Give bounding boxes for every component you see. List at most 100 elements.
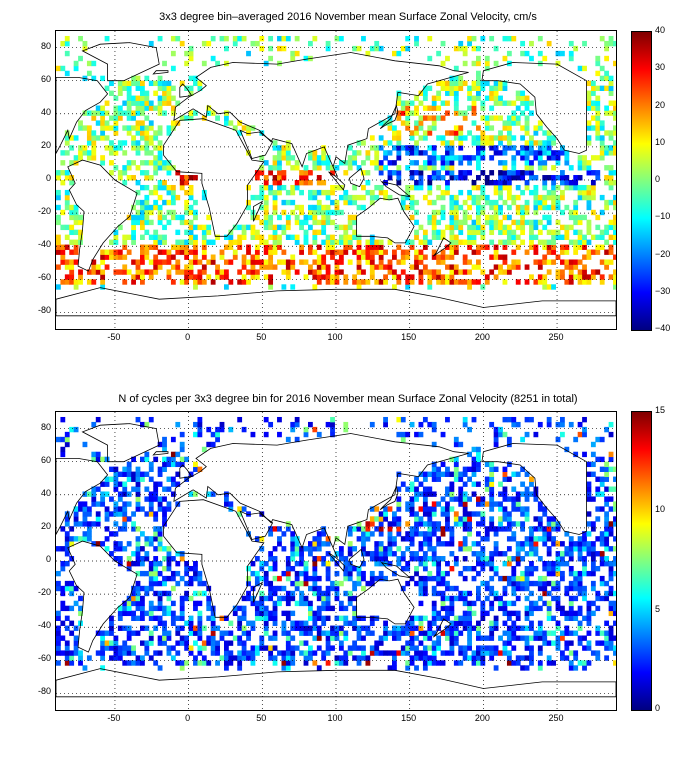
bin-cell <box>241 655 247 661</box>
bin-cell <box>148 541 154 547</box>
bin-cell <box>206 105 212 111</box>
bin-cell <box>577 660 583 666</box>
bin-cell <box>166 219 172 226</box>
bin-cell <box>312 615 318 621</box>
bin-cell <box>449 170 455 176</box>
bin-cell <box>396 486 402 492</box>
bin-cell <box>484 461 490 468</box>
bin-cell <box>449 645 455 651</box>
bin-cell <box>162 85 167 91</box>
bin-cell <box>369 160 375 166</box>
bin-cell <box>414 170 419 176</box>
bin-cell <box>290 556 296 562</box>
bin-cell <box>418 521 424 527</box>
bin-cell <box>259 635 265 641</box>
bin-cell <box>170 254 176 260</box>
bin-cell <box>312 35 318 42</box>
bin-cell <box>268 259 274 265</box>
bin-cell <box>582 40 587 47</box>
bin-cell <box>321 229 327 236</box>
bin-cell <box>316 625 322 631</box>
bin-cell <box>263 239 269 245</box>
coastline <box>379 104 399 130</box>
bin-cell <box>511 501 517 507</box>
bin-cell <box>166 635 172 641</box>
bin-cell <box>184 189 190 196</box>
bin-cell <box>281 249 287 255</box>
bin-cell <box>126 491 132 497</box>
bin-cell <box>308 546 313 552</box>
bin-cell <box>95 451 101 458</box>
bin-cell <box>502 526 508 532</box>
bin-cell <box>378 511 384 517</box>
bin-cell <box>338 630 344 636</box>
bin-cell <box>595 125 601 131</box>
bin-cell <box>117 506 123 512</box>
bin-cell <box>312 284 318 290</box>
bin-cell <box>409 655 415 661</box>
bin-cell <box>308 249 313 255</box>
bin-cell <box>551 194 556 201</box>
bin-cell <box>64 660 70 666</box>
bin-cell <box>453 496 459 502</box>
bin-cell <box>162 630 167 636</box>
bin-cell <box>400 551 406 557</box>
bin-cell <box>277 600 282 607</box>
bin-cell <box>197 269 203 275</box>
bin-cell <box>489 254 495 260</box>
bin-cell <box>551 239 556 245</box>
bin-cell <box>206 229 212 236</box>
bin-cell <box>113 269 119 275</box>
bin-cell <box>325 269 331 275</box>
bin-cell <box>551 135 556 141</box>
bin-cell <box>162 496 167 502</box>
bin-cell <box>564 234 570 240</box>
bin-cell <box>290 531 296 537</box>
bin-cell <box>259 165 265 171</box>
bin-cell <box>188 175 194 181</box>
bin-cell <box>232 655 238 661</box>
bin-cell <box>498 130 503 136</box>
bin-cell <box>436 279 442 285</box>
bin-cell <box>414 531 419 537</box>
bin-cell <box>197 575 203 582</box>
bin-cell <box>568 536 574 542</box>
bin-cell <box>153 239 159 245</box>
bin-cell <box>568 279 574 285</box>
bin-cell <box>396 501 402 507</box>
bin-cell <box>365 244 371 250</box>
bin-cell <box>604 536 610 542</box>
bin-cell <box>82 40 88 47</box>
bin-cell <box>458 486 464 492</box>
bin-cell <box>414 95 419 101</box>
bin-cell <box>498 521 503 527</box>
bin-cell <box>467 204 472 211</box>
bin-cell <box>347 219 353 226</box>
bin-cell <box>131 234 136 240</box>
bin-cell <box>511 199 517 206</box>
bin-cell <box>91 145 97 151</box>
bin-cell <box>604 630 610 636</box>
bin-cell <box>153 165 159 171</box>
bin-cell <box>405 239 411 245</box>
bin-cell <box>529 100 534 106</box>
bin-cell <box>60 565 66 572</box>
bin-cell <box>140 274 145 280</box>
bin-cell <box>254 40 260 47</box>
bin-cell <box>590 441 596 448</box>
bin-cell <box>170 209 176 216</box>
bin-cell <box>100 630 106 636</box>
bin-cell <box>272 234 278 240</box>
bin-cell <box>140 471 145 477</box>
bin-cell <box>506 194 512 201</box>
bin-cell <box>449 625 455 631</box>
bin-cell <box>458 170 464 176</box>
bin-cell <box>86 506 92 512</box>
bin-cell <box>148 244 154 250</box>
bin-cell <box>369 506 375 512</box>
bin-cell <box>546 630 552 636</box>
bin-cell <box>564 645 570 651</box>
bin-cell <box>506 239 512 245</box>
bin-cell <box>263 219 269 226</box>
bin-cell <box>179 660 185 666</box>
